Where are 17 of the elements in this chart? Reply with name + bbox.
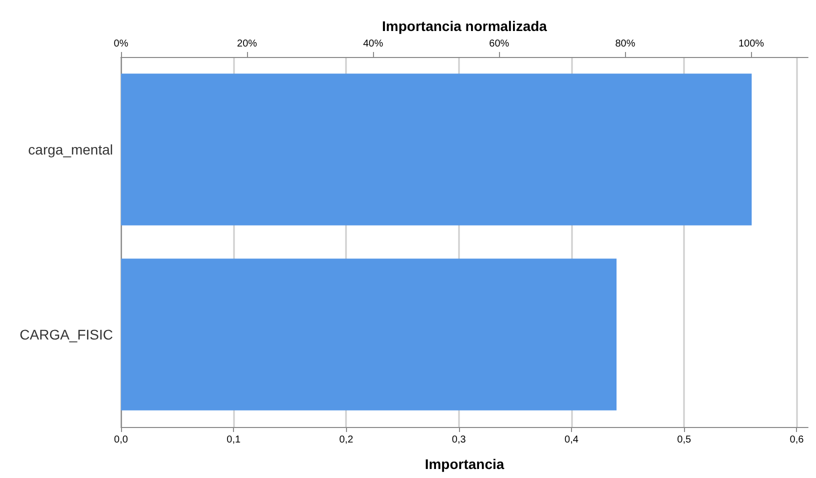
- x-axis-title: Importancia: [424, 456, 504, 472]
- x2-tick-label: 60%: [489, 38, 510, 50]
- x2-tick-label: 0%: [114, 38, 128, 50]
- x2-tick-label: 80%: [615, 38, 636, 50]
- x-tick-label: 0,4: [564, 434, 579, 446]
- x2-tick-label: 100%: [738, 38, 764, 50]
- x-tick-label: 0,2: [339, 434, 354, 446]
- x2-axis-title: Importancia normalizada: [382, 18, 548, 34]
- x-tick-label: 0,6: [790, 434, 804, 446]
- x2-tick-label: 20%: [237, 38, 258, 50]
- x-tick-label: 0,3: [452, 434, 466, 446]
- y-tick-label: carga_mental: [28, 142, 113, 158]
- x-tick-label: 0,5: [677, 434, 692, 446]
- x-tick-label: 0,0: [114, 434, 128, 446]
- y-tick-label: CARGA_FISIC: [20, 326, 113, 342]
- x2-tick-label: 40%: [363, 38, 384, 50]
- x-tick-label: 0,1: [226, 434, 242, 446]
